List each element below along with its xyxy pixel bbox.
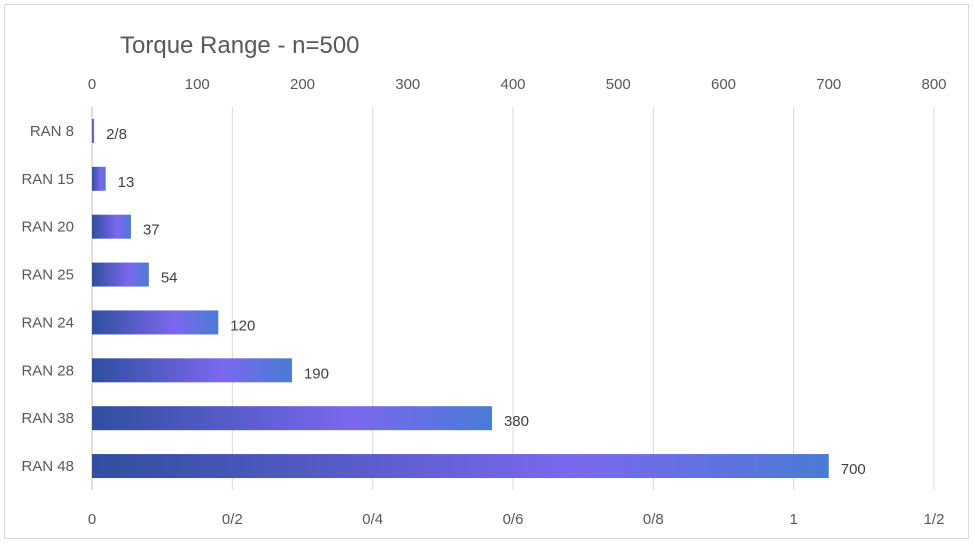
top-tick-label: 400 [500,76,525,93]
bottom-axis: 0 0/2 0/4 0/6 0/8 1 1/2 [88,511,945,528]
top-tick-label: 0 [88,76,96,93]
top-tick-label: 200 [290,76,315,93]
bar [92,166,106,191]
bottom-tick-label: 0 [88,511,96,528]
bar [92,454,829,479]
top-tick-label: 800 [921,76,946,93]
chart-title: Torque Range - n=500 [120,32,360,59]
bars [92,118,829,479]
data-label: 37 [143,222,160,239]
top-tick-label: 600 [711,76,736,93]
top-axis: 0 100 200 300 400 500 600 700 800 [88,76,947,93]
top-tick-label: 100 [185,76,210,93]
category-label: RAN 15 [21,171,74,188]
data-label: 190 [304,365,329,382]
data-label: 2/8 [106,126,127,143]
bar [92,358,292,383]
bottom-tick-label: 1/2 [924,511,945,528]
bottom-tick-label: 0/6 [503,511,524,528]
data-label: 54 [161,270,178,287]
category-axis: RAN 8 RAN 15 RAN 20 RAN 25 RAN 24 RAN 28 RAN 3… [21,123,74,475]
bar [92,214,131,239]
bar [92,262,149,287]
bottom-tick-label: 1 [789,511,797,528]
chart-frame [4,4,969,539]
category-label: RAN 38 [21,410,74,427]
data-label: 13 [118,174,135,191]
category-label: RAN 8 [30,123,74,140]
category-label: RAN 28 [21,362,74,379]
bottom-tick-label: 0/4 [362,511,383,528]
data-labels: 2/8 13 37 54 120 190 380 700 [106,126,866,478]
category-label: RAN 20 [21,219,74,236]
bar [92,118,95,143]
category-label: RAN 24 [21,314,74,331]
bottom-tick-label: 0/8 [643,511,664,528]
category-label: RAN 25 [21,267,74,284]
top-tick-label: 500 [606,76,631,93]
data-label: 380 [504,413,529,430]
data-label: 120 [230,317,255,334]
category-label: RAN 48 [21,458,74,475]
data-label: 700 [841,461,866,478]
bar [92,310,219,335]
gridlines [91,107,935,490]
bar [92,406,492,431]
bottom-tick-label: 0/2 [222,511,243,528]
top-tick-label: 300 [395,76,420,93]
top-tick-label: 700 [816,76,841,93]
